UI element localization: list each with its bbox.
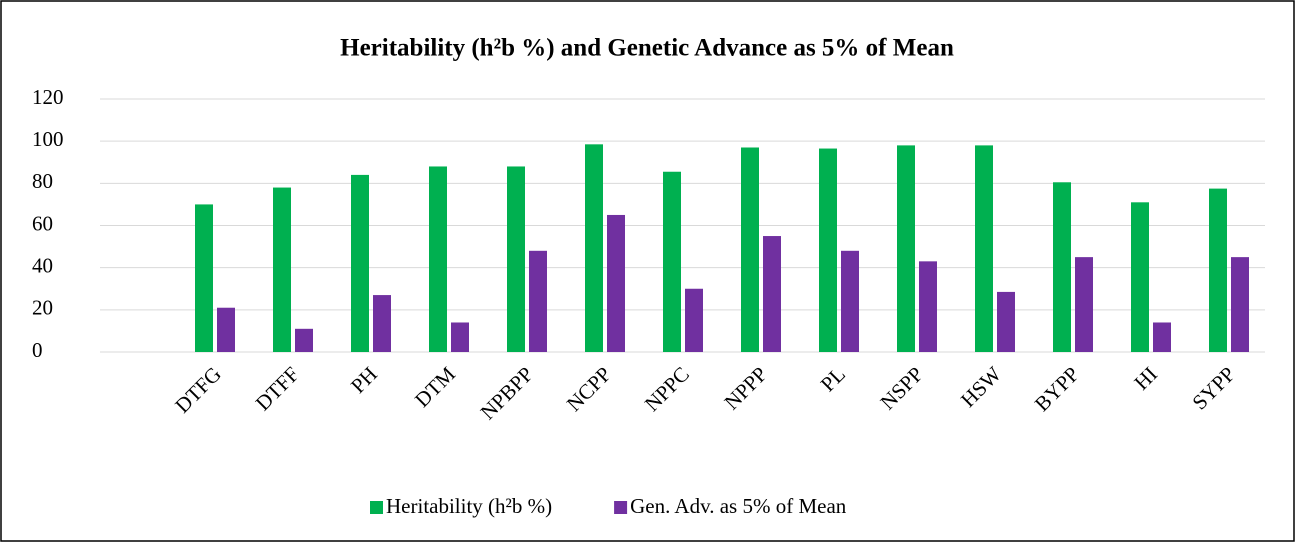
bar (741, 147, 759, 352)
y-tick-label: 40 (32, 253, 53, 277)
bar (975, 145, 993, 352)
y-tick-label: 0 (32, 338, 43, 362)
bar (841, 250, 859, 352)
bar (663, 171, 681, 352)
legend-label: Gen. Adv. as 5% of Mean (630, 494, 847, 518)
y-tick-label: 120 (32, 85, 64, 109)
bar (819, 148, 837, 352)
bar (351, 174, 369, 352)
bar (217, 307, 235, 352)
bar (1209, 188, 1227, 352)
legend-swatch (370, 501, 383, 514)
bar (997, 291, 1015, 352)
bar (1075, 257, 1093, 352)
bar (685, 288, 703, 352)
bar (507, 166, 525, 352)
bar (1153, 322, 1171, 352)
bar (195, 204, 213, 352)
legend-swatch (614, 501, 628, 514)
bar (451, 322, 469, 352)
y-tick-label: 60 (32, 211, 53, 235)
bar (607, 214, 625, 352)
bar (529, 250, 547, 352)
y-tick-label: 80 (32, 169, 53, 193)
chart-title: Heritability (h²b %) and Genetic Advance… (340, 35, 954, 62)
bar (295, 328, 313, 352)
y-tick-label: 100 (32, 127, 64, 151)
bar (1053, 182, 1071, 352)
bar (1231, 257, 1249, 352)
bar (273, 187, 291, 352)
bar (763, 236, 781, 352)
y-tick-label: 20 (32, 296, 53, 320)
bar (373, 295, 391, 352)
bar (585, 144, 603, 352)
bar (1131, 202, 1149, 352)
bar (919, 261, 937, 352)
legend-label: Heritability (h²b %) (386, 494, 552, 518)
bar (897, 145, 915, 352)
bar (429, 166, 447, 352)
